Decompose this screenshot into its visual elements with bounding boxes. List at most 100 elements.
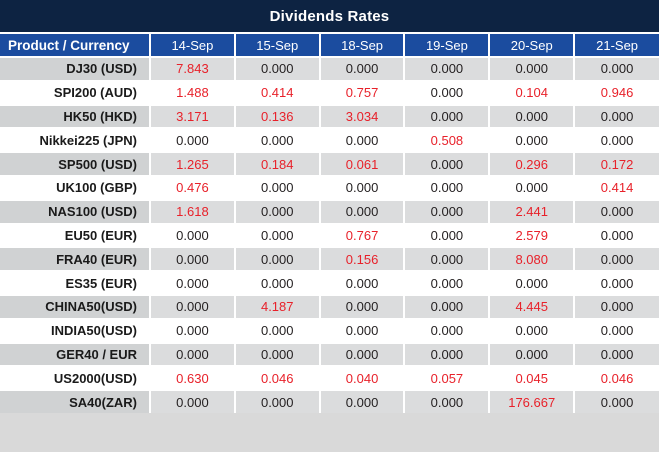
column-header-date: 15-Sep [233, 33, 321, 58]
rate-cell: 0.000 [233, 317, 321, 344]
rate-cell: 176.667 [488, 389, 576, 414]
table-row: EU50 (EUR) 0.000 0.000 0.767 0.000 2.579 0.000 [0, 222, 659, 249]
product-cell: NAS100 (USD) [0, 198, 151, 225]
rate-cell: 0.000 [149, 270, 236, 296]
rate-cell: 0.000 [318, 198, 406, 225]
table-row: SA40(ZAR) 0.000 0.000 0.000 0.000 176.667 0.00… [0, 389, 659, 414]
column-header-date: 20-Sep [488, 33, 576, 58]
dividends-table: Product / Currency 14-Sep 15-Sep 18-Sep 19-S… [0, 33, 659, 414]
rate-cell: 0.000 [488, 317, 576, 344]
rate-cell: 0.000 [318, 56, 406, 82]
rate-cell: 1.265 [149, 151, 236, 177]
rate-cell: 0.000 [233, 246, 321, 273]
rate-cell: 0.000 [573, 389, 659, 414]
title-bar: Dividends Rates [0, 0, 659, 32]
rate-cell: 0.476 [149, 174, 236, 201]
rate-cell: 0.000 [488, 341, 576, 368]
product-cell: SP500 (USD) [0, 151, 151, 177]
rate-cell: 7.843 [149, 56, 236, 82]
rate-cell: 0.767 [318, 222, 406, 249]
rate-cell: 0.000 [488, 56, 576, 82]
table-row: NAS100 (USD) 1.618 0.000 0.000 0.000 2.441 0.0… [0, 198, 659, 225]
product-cell: SPI200 (AUD) [0, 79, 151, 106]
rate-cell: 0.000 [318, 389, 406, 414]
rate-cell: 0.000 [149, 222, 236, 249]
table-row: UK100 (GBP) 0.476 0.000 0.000 0.000 0.000 0.41… [0, 174, 659, 201]
rate-cell: 0.040 [318, 365, 406, 392]
column-header-product: Product / Currency [0, 33, 151, 58]
rate-cell: 4.445 [488, 293, 576, 320]
rate-cell: 8.080 [488, 246, 576, 273]
rate-cell: 0.000 [149, 293, 236, 320]
rate-cell: 0.000 [403, 222, 491, 249]
table-row: ES35 (EUR) 0.000 0.000 0.000 0.000 0.000 0.000 [0, 270, 659, 296]
rate-cell: 0.414 [233, 79, 321, 106]
rate-cell: 0.000 [488, 270, 576, 296]
rate-cell: 0.296 [488, 151, 576, 177]
rate-cell: 0.630 [149, 365, 236, 392]
rate-cell: 0.000 [573, 293, 659, 320]
rate-cell: 0.000 [403, 270, 491, 296]
rate-cell: 0.000 [149, 127, 236, 154]
table-row: INDIA50(USD) 0.000 0.000 0.000 0.000 0.000 0.0… [0, 317, 659, 344]
rate-cell: 0.045 [488, 365, 576, 392]
rate-cell: 0.000 [573, 103, 659, 130]
rate-cell: 0.000 [233, 389, 321, 414]
product-cell: US2000(USD) [0, 365, 151, 392]
rate-cell: 0.000 [149, 246, 236, 273]
rate-cell: 0.000 [403, 317, 491, 344]
rate-cell: 0.136 [233, 103, 321, 130]
rate-cell: 0.000 [573, 222, 659, 249]
table-row: FRA40 (EUR) 0.000 0.000 0.156 0.000 8.080 0.00… [0, 246, 659, 273]
rate-cell: 0.000 [233, 174, 321, 201]
rate-cell: 0.000 [318, 127, 406, 154]
rate-cell: 0.000 [233, 222, 321, 249]
rate-cell: 0.000 [318, 174, 406, 201]
rate-cell: 0.000 [573, 317, 659, 344]
table-row: SP500 (USD) 1.265 0.184 0.061 0.000 0.296 0.17… [0, 151, 659, 177]
rate-cell: 0.000 [318, 317, 406, 344]
rate-cell: 2.579 [488, 222, 576, 249]
rate-cell: 0.000 [573, 198, 659, 225]
bottom-strip [0, 412, 659, 452]
rate-cell: 0.046 [233, 365, 321, 392]
product-cell: Nikkei225 (JPN) [0, 127, 151, 154]
rate-cell: 0.000 [573, 56, 659, 82]
rate-cell: 0.000 [403, 389, 491, 414]
table-row: DJ30 (USD) 7.843 0.000 0.000 0.000 0.000 0.000 [0, 56, 659, 82]
table-row: Nikkei225 (JPN) 0.000 0.000 0.000 0.508 0.000… [0, 127, 659, 154]
rate-cell: 3.171 [149, 103, 236, 130]
rate-cell: 0.000 [233, 127, 321, 154]
rate-cell: 2.441 [488, 198, 576, 225]
product-cell: INDIA50(USD) [0, 317, 151, 344]
rate-cell: 0.508 [403, 127, 491, 154]
rate-cell: 0.757 [318, 79, 406, 106]
rate-cell: 0.057 [403, 365, 491, 392]
rate-cell: 0.000 [403, 246, 491, 273]
rate-cell: 0.000 [403, 293, 491, 320]
product-cell: DJ30 (USD) [0, 56, 151, 82]
product-cell: CHINA50(USD) [0, 293, 151, 320]
column-header-date: 18-Sep [318, 33, 406, 58]
rate-cell: 0.000 [573, 341, 659, 368]
rate-cell: 0.000 [573, 127, 659, 154]
rate-cell: 0.946 [573, 79, 659, 106]
rate-cell: 0.000 [403, 174, 491, 201]
rate-cell: 0.000 [403, 103, 491, 130]
rate-cell: 0.184 [233, 151, 321, 177]
product-cell: EU50 (EUR) [0, 222, 151, 249]
rate-cell: 1.488 [149, 79, 236, 106]
rate-cell: 0.000 [403, 56, 491, 82]
table-row: CHINA50(USD) 0.000 4.187 0.000 0.000 4.445 0.0… [0, 293, 659, 320]
rate-cell: 4.187 [233, 293, 321, 320]
table-row: US2000(USD) 0.630 0.046 0.040 0.057 0.045 0.04… [0, 365, 659, 392]
rate-cell: 0.172 [573, 151, 659, 177]
rate-cell: 0.000 [403, 198, 491, 225]
rate-cell: 0.000 [149, 317, 236, 344]
rate-cell: 0.000 [233, 270, 321, 296]
rate-cell: 0.000 [318, 270, 406, 296]
rate-cell: 0.414 [573, 174, 659, 201]
rate-cell: 0.000 [233, 341, 321, 368]
rate-cell: 0.000 [233, 56, 321, 82]
product-cell: HK50 (HKD) [0, 103, 151, 130]
